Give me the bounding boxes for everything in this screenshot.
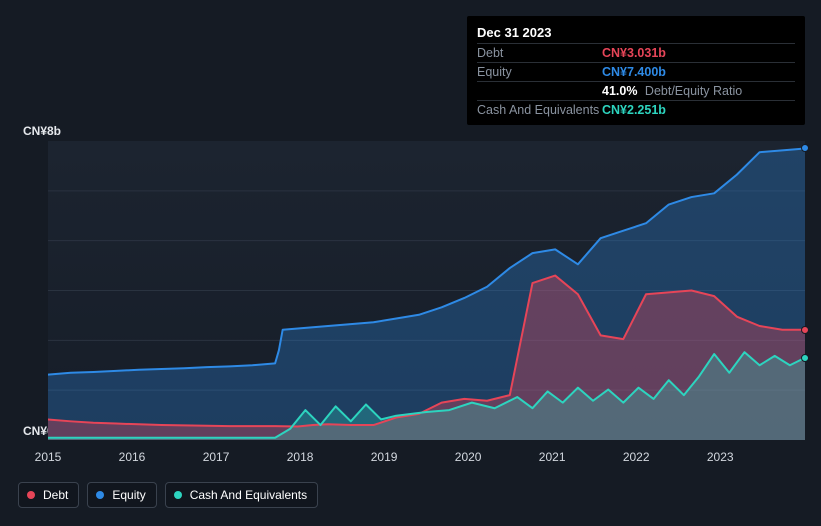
series-endpoint-marker	[801, 354, 809, 362]
chart-tooltip: Dec 31 2023 DebtCN¥3.031bEquityCN¥7.400b…	[467, 16, 805, 125]
tooltip-row-value: CN¥2.251b	[602, 103, 666, 117]
tooltip-row: 41.0% Debt/Equity Ratio	[477, 81, 795, 100]
legend-dot-icon	[174, 491, 182, 499]
legend-item[interactable]: Equity	[87, 482, 156, 508]
x-axis-label: 2020	[455, 450, 482, 464]
tooltip-row-label: Cash And Equivalents	[477, 103, 602, 117]
x-axis-label: 2022	[623, 450, 650, 464]
tooltip-row-subtext: Debt/Equity Ratio	[641, 84, 742, 98]
legend-item[interactable]: Debt	[18, 482, 79, 508]
y-axis-max-label: CN¥8b	[23, 124, 61, 138]
series-endpoint-marker	[801, 326, 809, 334]
tooltip-row: Cash And EquivalentsCN¥2.251b	[477, 100, 795, 119]
tooltip-date: Dec 31 2023	[477, 22, 795, 43]
legend-dot-icon	[96, 491, 104, 499]
tooltip-row-label	[477, 84, 602, 98]
tooltip-row: DebtCN¥3.031b	[477, 43, 795, 62]
tooltip-row-value: CN¥3.031b	[602, 46, 666, 60]
series-endpoint-marker	[801, 144, 809, 152]
legend-label: Equity	[112, 488, 145, 502]
legend-item[interactable]: Cash And Equivalents	[165, 482, 318, 508]
tooltip-row-value: CN¥7.400b	[602, 65, 666, 79]
legend-label: Cash And Equivalents	[190, 488, 307, 502]
tooltip-row-label: Equity	[477, 65, 602, 79]
tooltip-row-value: 41.0% Debt/Equity Ratio	[602, 84, 742, 98]
x-axis-label: 2015	[35, 450, 62, 464]
tooltip-row: EquityCN¥7.400b	[477, 62, 795, 81]
legend-dot-icon	[27, 491, 35, 499]
chart-legend: Debt Equity Cash And Equivalents	[18, 482, 318, 508]
x-axis-label: 2018	[287, 450, 314, 464]
x-axis-label: 2019	[371, 450, 398, 464]
x-axis: 201520162017201820192020202120222023	[48, 444, 805, 462]
x-axis-label: 2017	[203, 450, 230, 464]
legend-label: Debt	[43, 488, 68, 502]
x-axis-label: 2021	[539, 450, 566, 464]
tooltip-row-label: Debt	[477, 46, 602, 60]
chart-plot-area[interactable]	[48, 141, 805, 440]
x-axis-label: 2016	[119, 450, 146, 464]
x-axis-label: 2023	[707, 450, 734, 464]
